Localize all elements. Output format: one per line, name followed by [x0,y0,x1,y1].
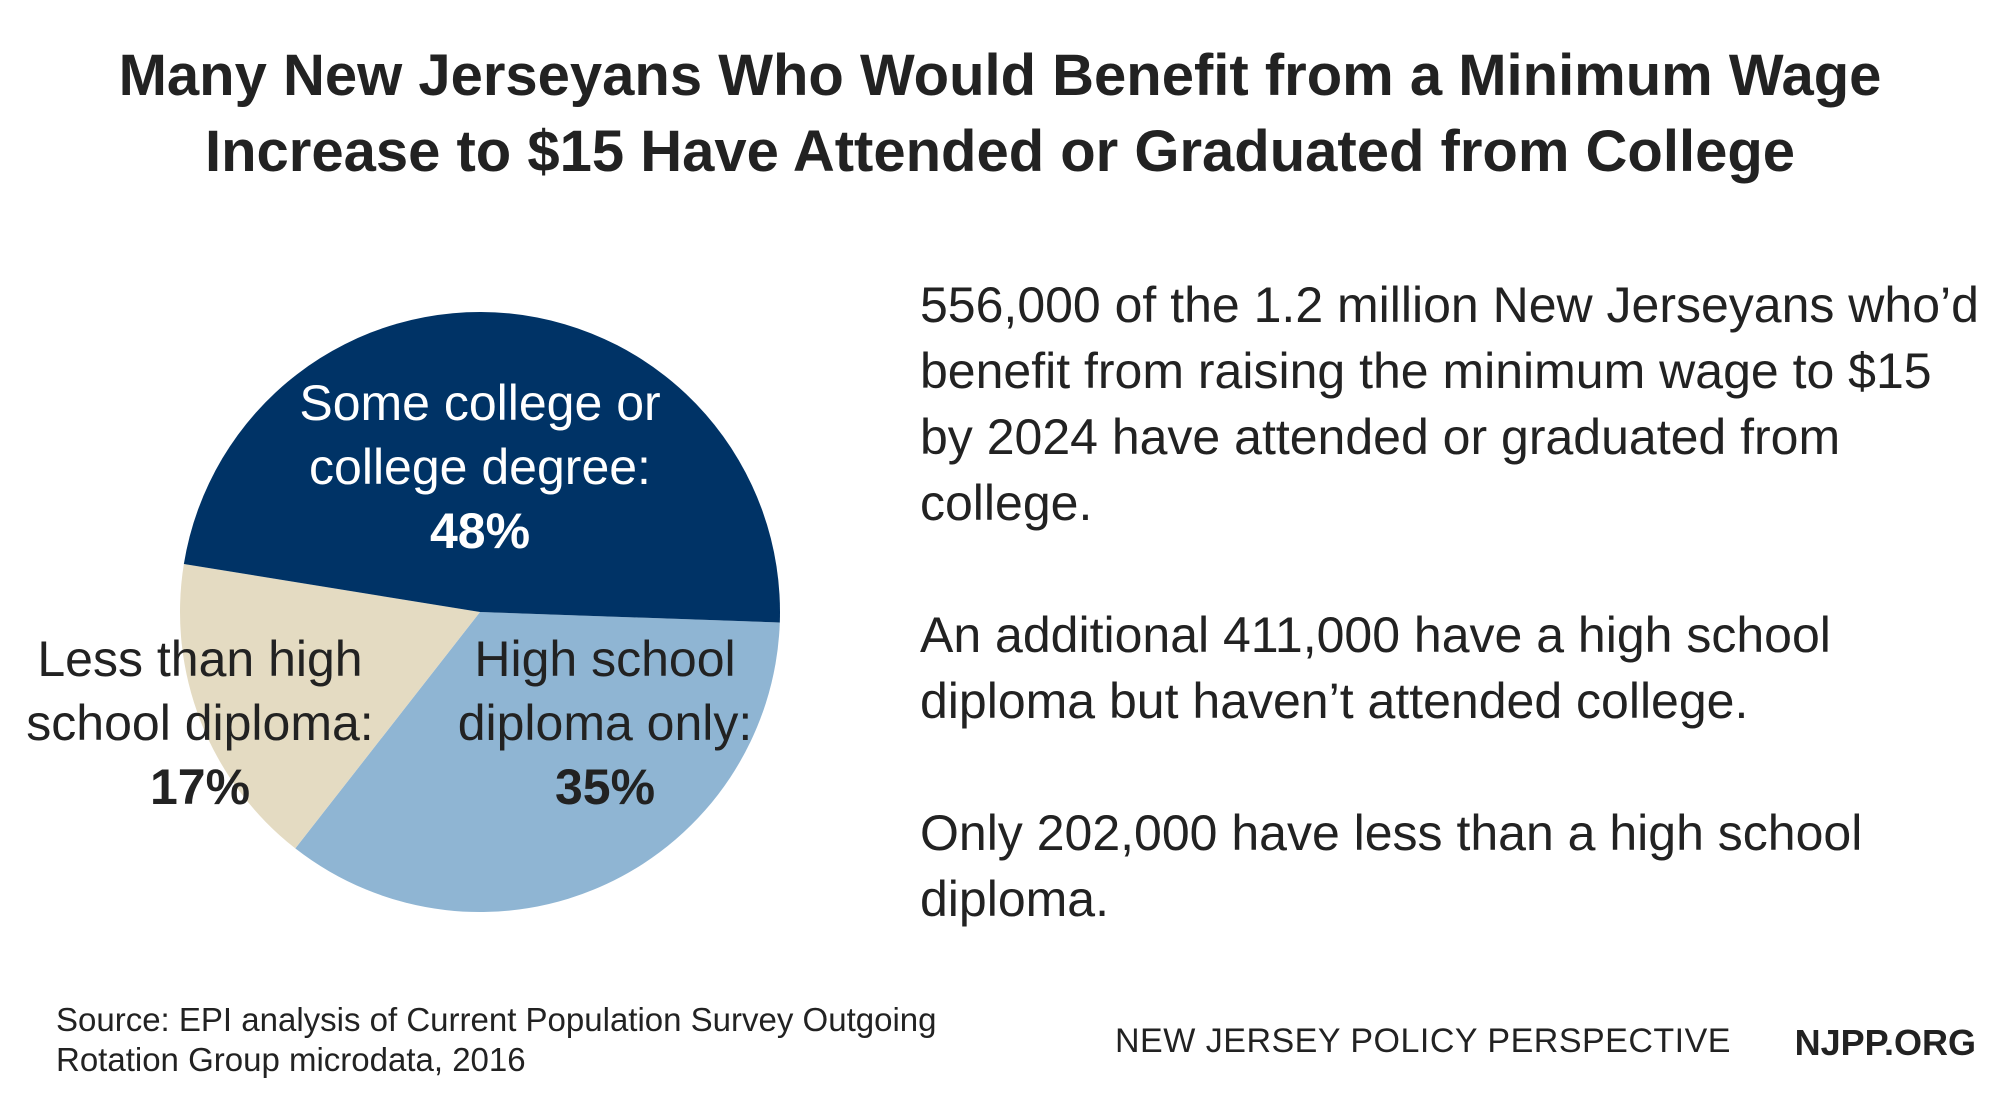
chart-title-line-2: Increase to $15 Have Attended or Graduat… [204,119,1796,184]
pie-category-label-less-1: Less than high [37,631,362,687]
pie-labels: Some college or college degree: 48% High sc… [26,375,752,815]
source-line-2: Rotation Group microdata, 2016 [56,1041,526,1078]
source-note: Source: EPI analysis of Current Populati… [56,1000,1056,1080]
source-line-1: Source: EPI analysis of Current Populati… [56,1001,937,1038]
chart-title-line-1: Many New Jerseyans Who Would Benefit fro… [118,43,1882,108]
pie-category-label-college-1: Some college or [299,375,660,431]
chart-title: Many New Jerseyans Who Would Benefit fro… [0,38,2000,190]
organization-name: NEW JERSEY POLICY PERSPECTIVE [1115,1022,1731,1060]
pie-value-label-hs: 35% [555,759,655,815]
pie-category-label-hs-1: High school [474,631,735,687]
pie-chart: Some college or college degree: 48% High sc… [26,311,781,912]
pie-slices [180,311,781,912]
pie-category-label-hs-2: diploma only: [458,695,753,751]
pie-slice-hs [295,612,780,912]
pie-category-label-college-2: college degree: [309,439,651,495]
pie-value-label-less: 17% [150,759,250,815]
summary-paragraph-high-school: An additional 411,000 have a high school… [920,607,1831,729]
pie-slice-college [183,311,781,623]
pie-value-label-college: 48% [430,503,530,559]
summary-paragraph-less-than-high-school: Only 202,000 have less than a high schoo… [920,805,1863,927]
organization-website: NJPP.ORG [1794,1022,1976,1063]
summary-text: 556,000 of the 1.2 million New Jerseyans… [920,272,1980,998]
pie-category-label-less-2: school diploma: [26,695,373,751]
pie-slice-less [180,564,480,849]
summary-paragraph-college: 556,000 of the 1.2 million New Jerseyans… [920,277,1979,531]
